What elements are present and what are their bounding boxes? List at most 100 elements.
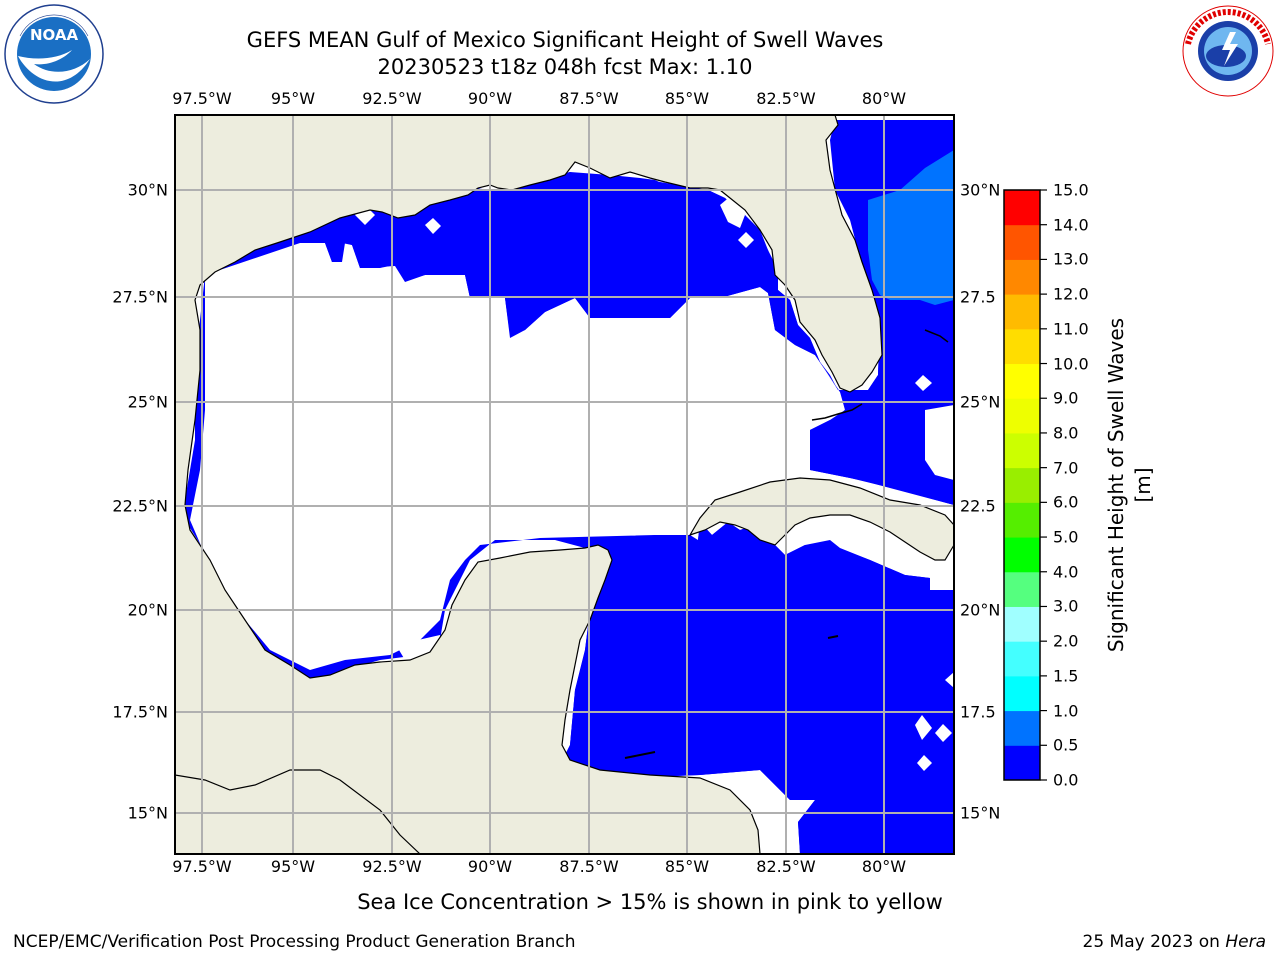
no-data-patch (325, 458, 342, 474)
no-data-patch (935, 724, 952, 742)
top-lon-label: 97.5°W (172, 89, 232, 108)
date-value: 25 May 2023 on (1082, 932, 1226, 952)
credit-text: NCEP/EMC/Verification Post Processing Pr… (13, 932, 576, 952)
colorbar-label: Significant Height of Swell Waves [m] (1104, 317, 1155, 653)
colorbar-tick-label: 9.0 (1053, 388, 1079, 408)
colorbar-segment (1004, 641, 1040, 677)
colorbar-tick-label: 2.0 (1053, 631, 1079, 651)
colorbar-segment (1004, 571, 1040, 607)
colorbar-segment (1004, 259, 1040, 295)
colorbar-segment (1004, 502, 1040, 538)
land-honduras-islands (624, 751, 656, 759)
land-cayman (827, 635, 839, 639)
land-keys (811, 403, 863, 421)
right-lat-label: 15°N (960, 803, 1001, 823)
colorbar-tick-label: 0.0 (1053, 770, 1079, 790)
colorbar-tick-label: 3.0 (1053, 596, 1079, 616)
no-data-patch (915, 375, 932, 391)
land-cuba (688, 477, 954, 561)
colorbar-segment (1004, 363, 1040, 399)
colorbar-tick-label: 13.0 (1053, 249, 1089, 269)
colorbar-tick-label: 8.0 (1053, 423, 1079, 443)
colorbar-tick-label: 1.0 (1053, 701, 1079, 721)
colorbar-tick-label: 10.0 (1053, 354, 1089, 374)
colorbar-segment (1004, 467, 1040, 503)
colorbar-tick-label: 0.5 (1053, 735, 1079, 755)
left-lat-label: 25°N (127, 392, 168, 412)
land-bahamas (924, 329, 949, 343)
colorbar-tick-label: 5.0 (1053, 527, 1079, 547)
left-lat-label: 15°N (127, 803, 168, 823)
machine-name: Hera (1225, 932, 1266, 952)
swell-region-gulf-interior (185, 120, 954, 854)
bottom-lon-label: 97.5°W (172, 857, 232, 876)
land-mexico-us (175, 115, 883, 854)
no-data-patch (345, 510, 360, 526)
colorbar-tick-label: 1.5 (1053, 666, 1079, 686)
sea-ice-note: Sea Ice Concentration > 15% is shown in … (357, 890, 943, 914)
colorbar-tick-label: 11.0 (1053, 319, 1089, 339)
nws-logo-icon (1182, 5, 1274, 97)
colorbar-segment (1004, 190, 1040, 226)
no-data-patch (352, 478, 380, 505)
bottom-lon-label: 92.5°W (362, 857, 422, 876)
left-lat-label: 22.5°N (112, 496, 168, 516)
top-lon-label: 95°W (270, 89, 316, 108)
colorbar-segment (1004, 432, 1040, 469)
no-data-patch (738, 232, 754, 248)
no-data-patch (285, 458, 340, 512)
colorbar (1003, 189, 1047, 781)
top-lon-label: 80°W (861, 89, 907, 108)
colorbar-segment (1004, 398, 1040, 434)
date-text: 25 May 2023 on Hera (1083, 932, 1267, 952)
no-data-patch (320, 290, 380, 400)
colorbar-segment (1004, 710, 1040, 746)
left-lat-label: 17.5°N (112, 702, 168, 722)
no-data-patch (945, 672, 954, 688)
top-lon-label: 82.5°W (756, 89, 816, 108)
colorbar-segment (1004, 328, 1040, 365)
no-data-patch (425, 218, 441, 234)
map-frame (174, 114, 955, 855)
noaa-logo-text: NOAA (30, 26, 79, 44)
bottom-lon-label: 85°W (664, 857, 710, 876)
right-lat-label: 30°N (960, 180, 1001, 200)
no-data-patch (720, 195, 745, 228)
left-lat-label: 30°N (127, 180, 168, 200)
colorbar-tick-label: 15.0 (1053, 180, 1089, 200)
right-lat-label: 27.5 (960, 287, 996, 307)
bottom-lon-label: 82.5°W (756, 857, 816, 876)
colorbar-segment (1004, 745, 1040, 781)
left-lat-label: 27.5°N (112, 287, 168, 307)
top-lon-label: 87.5°W (559, 89, 619, 108)
colorbar-segment (1004, 675, 1040, 712)
no-data-patch (915, 715, 932, 740)
no-data-patch (925, 405, 954, 480)
top-lon-label: 90°W (467, 89, 513, 108)
top-lon-label: 92.5°W (362, 89, 422, 108)
colorbar-segment (1004, 294, 1040, 330)
bottom-lon-label: 95°W (270, 857, 316, 876)
right-lat-label: 17.5 (960, 702, 996, 722)
swell-region-atlantic-0.5 (868, 150, 954, 305)
map-gridlines (175, 115, 954, 854)
colorbar-frame (1003, 189, 1041, 781)
chart-subtitle: 20230523 t18z 048h fcst Max: 1.10 (377, 55, 753, 79)
bottom-lon-label: 87.5°W (559, 857, 619, 876)
chart-title: GEFS MEAN Gulf of Mexico Significant Hei… (246, 28, 884, 52)
no-data-patch (355, 530, 371, 546)
colorbar-tick-label: 7.0 (1053, 458, 1079, 478)
colorbar-tick-label: 6.0 (1053, 492, 1079, 512)
right-lat-label: 22.5 (960, 496, 996, 516)
left-lat-label: 20°N (127, 600, 168, 620)
colorbar-tick-label: 12.0 (1053, 284, 1089, 304)
colorbar-segment (1004, 606, 1040, 642)
noaa-logo-icon: NOAA (4, 4, 104, 104)
bottom-lon-label: 90°W (467, 857, 513, 876)
bottom-lon-label: 80°W (861, 857, 907, 876)
right-lat-label: 20°N (960, 600, 1001, 620)
colorbar-tick-label: 4.0 (1053, 562, 1079, 582)
colorbar-segment (1004, 537, 1040, 573)
colorbar-segment (1004, 224, 1040, 260)
